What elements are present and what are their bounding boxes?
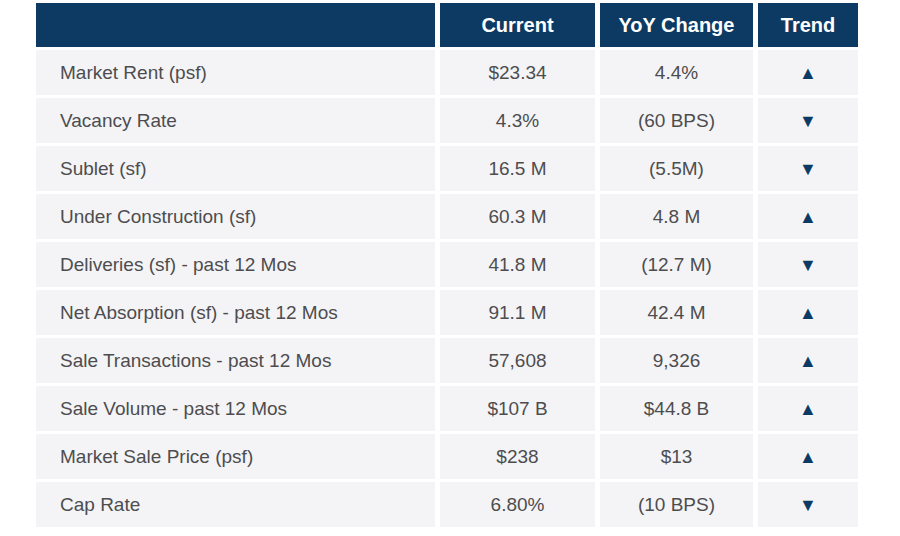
- trend-up-icon: ▲: [799, 448, 817, 466]
- yoy-value: 42.4 M: [600, 290, 753, 335]
- metric-label: Sale Transactions - past 12 Mos: [36, 338, 435, 383]
- trend-down-icon: ▼: [799, 112, 817, 130]
- table-row-market-rent: Market Rent (psf) $23.34 4.4% ▲: [36, 50, 858, 95]
- header-trend: Trend: [758, 3, 858, 47]
- trend-down-icon: ▼: [799, 160, 817, 178]
- current-value: $238: [440, 434, 595, 479]
- metric-label: Sale Volume - past 12 Mos: [36, 386, 435, 431]
- header-row: Current YoY Change Trend: [36, 3, 858, 47]
- yoy-value: 4.8 M: [600, 194, 753, 239]
- trend-up-icon: ▲: [799, 208, 817, 226]
- metric-label: Net Absorption (sf) - past 12 Mos: [36, 290, 435, 335]
- yoy-value: $13: [600, 434, 753, 479]
- table-row-cap-rate: Cap Rate 6.80% (10 BPS) ▼: [36, 482, 858, 527]
- trend-up-icon: ▲: [799, 64, 817, 82]
- yoy-value: (5.5M): [600, 146, 753, 191]
- current-value: 6.80%: [440, 482, 595, 527]
- yoy-value: (60 BPS): [600, 98, 753, 143]
- metric-label: Market Rent (psf): [36, 50, 435, 95]
- table-row-under-construction: Under Construction (sf) 60.3 M 4.8 M ▲: [36, 194, 858, 239]
- trend-down-icon: ▼: [799, 256, 817, 274]
- trend-up-icon: ▲: [799, 400, 817, 418]
- metric-label: Vacancy Rate: [36, 98, 435, 143]
- metric-label: Under Construction (sf): [36, 194, 435, 239]
- yoy-value: (10 BPS): [600, 482, 753, 527]
- trend-up-icon: ▲: [799, 352, 817, 370]
- current-value: $23.34: [440, 50, 595, 95]
- current-value: 60.3 M: [440, 194, 595, 239]
- current-value: 57,608: [440, 338, 595, 383]
- table-row-sublet: Sublet (sf) 16.5 M (5.5M) ▼: [36, 146, 858, 191]
- yoy-value: 9,326: [600, 338, 753, 383]
- header-yoy-change: YoY Change: [600, 3, 753, 47]
- metric-label: Sublet (sf): [36, 146, 435, 191]
- header-current: Current: [440, 3, 595, 47]
- table-row-sale-transactions: Sale Transactions - past 12 Mos 57,608 9…: [36, 338, 858, 383]
- current-value: 91.1 M: [440, 290, 595, 335]
- metric-label: Market Sale Price (psf): [36, 434, 435, 479]
- metric-label: Cap Rate: [36, 482, 435, 527]
- current-value: 4.3%: [440, 98, 595, 143]
- current-value: 41.8 M: [440, 242, 595, 287]
- trend-up-icon: ▲: [799, 304, 817, 322]
- table-row-sale-volume: Sale Volume - past 12 Mos $107 B $44.8 B…: [36, 386, 858, 431]
- yoy-value: (12.7 M): [600, 242, 753, 287]
- market-stats-table: Current YoY Change Trend Market Rent (ps…: [31, 0, 863, 530]
- header-metric-blank: [36, 3, 435, 47]
- yoy-value: 4.4%: [600, 50, 753, 95]
- current-value: $107 B: [440, 386, 595, 431]
- table-row-net-absorption: Net Absorption (sf) - past 12 Mos 91.1 M…: [36, 290, 858, 335]
- table-row-deliveries: Deliveries (sf) - past 12 Mos 41.8 M (12…: [36, 242, 858, 287]
- metric-label: Deliveries (sf) - past 12 Mos: [36, 242, 435, 287]
- yoy-value: $44.8 B: [600, 386, 753, 431]
- current-value: 16.5 M: [440, 146, 595, 191]
- table-row-vacancy-rate: Vacancy Rate 4.3% (60 BPS) ▼: [36, 98, 858, 143]
- trend-down-icon: ▼: [799, 496, 817, 514]
- table-row-market-sale-price: Market Sale Price (psf) $238 $13 ▲: [36, 434, 858, 479]
